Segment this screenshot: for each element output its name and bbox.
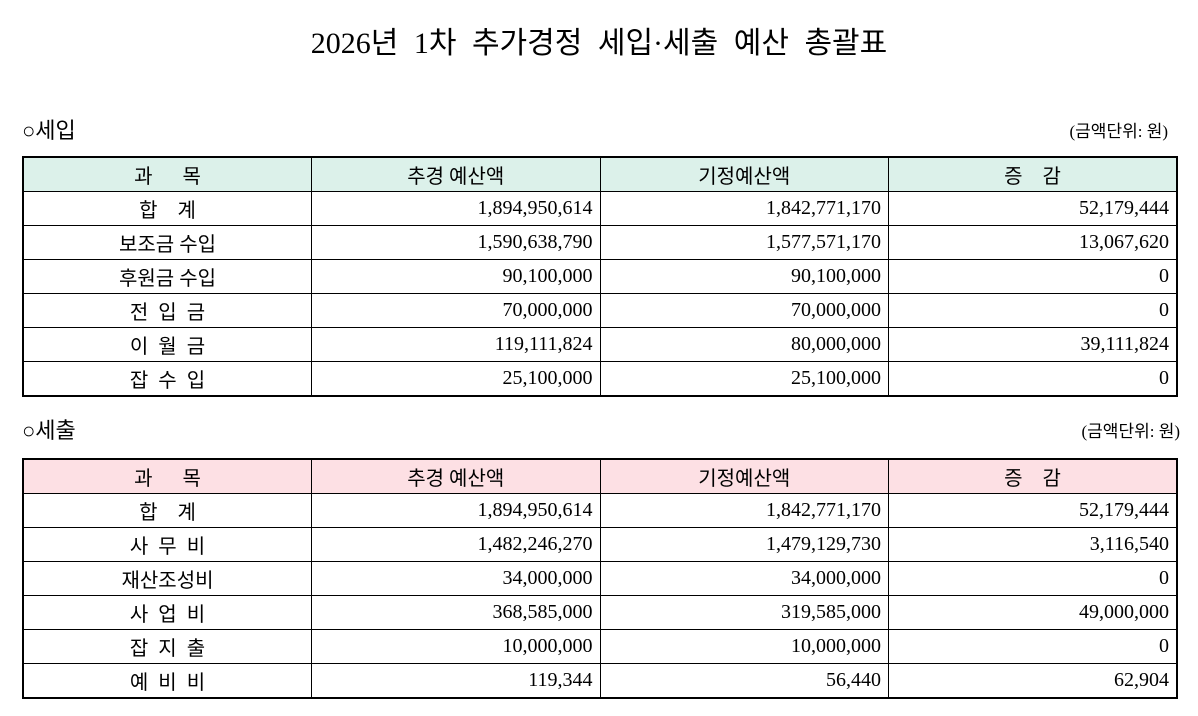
- item-cell: 전 입 금: [22, 293, 312, 328]
- amount-cell: 34,000,000: [599, 561, 889, 596]
- amount-cell: 80,000,000: [599, 327, 889, 362]
- item-cell: 합 계: [22, 191, 312, 226]
- amount-cell: 0: [888, 561, 1178, 596]
- unit-label: (금액단위: 원): [1081, 422, 1181, 441]
- amount-cell: 39,111,824: [888, 327, 1178, 362]
- amount-cell: 0: [888, 259, 1178, 294]
- amount-cell: 25,100,000: [311, 361, 601, 397]
- header-row: 과 목 추경 예산액 기정예산액 증 감: [22, 458, 1178, 494]
- item-cell: 잡 지 출: [22, 629, 312, 664]
- data-row: 이 월 금 119,111,824 80,000,000 39,111,824: [22, 327, 1178, 362]
- amount-cell: 62,904: [888, 663, 1178, 699]
- amount-cell: 1,894,950,614: [311, 493, 601, 528]
- amount-cell: 1,590,638,790: [311, 225, 601, 260]
- header-cell: 증 감: [888, 156, 1178, 192]
- amount-cell: 1,577,571,170: [599, 225, 889, 260]
- amount-cell: 25,100,000: [599, 361, 889, 397]
- item-cell: 합 계: [22, 493, 312, 528]
- data-row: 재산조성비 34,000,000 34,000,000 0: [22, 561, 1178, 596]
- item-cell: 이 월 금: [22, 327, 312, 362]
- data-row: 사 무 비 1,482,246,270 1,479,129,730 3,116,540: [22, 527, 1178, 562]
- data-row: 후원금 수입 90,100,000 90,100,000 0: [22, 259, 1178, 294]
- item-cell: 잡 수 입: [22, 361, 312, 397]
- amount-cell: 1,842,771,170: [599, 191, 889, 226]
- amount-cell: 119,111,824: [311, 327, 601, 362]
- item-cell: 사 무 비: [22, 527, 312, 562]
- amount-cell: 34,000,000: [311, 561, 601, 596]
- amount-cell: 3,116,540: [888, 527, 1178, 562]
- header-cell: 기정예산액: [599, 458, 889, 494]
- item-cell: 보조금 수입: [22, 225, 312, 260]
- amount-cell: 1,894,950,614: [311, 191, 601, 226]
- data-row: 잡 지 출 10,000,000 10,000,000 0: [22, 629, 1178, 664]
- document-title: 2026년 1차 추가경정 세입·세출 예산 총괄표: [310, 27, 888, 60]
- header-cell: 과 목: [22, 458, 312, 494]
- amount-cell: 368,585,000: [311, 595, 601, 630]
- section-heading: ○세입: [22, 118, 76, 143]
- header-row: 과 목 추경 예산액 기정예산액 증 감: [22, 156, 1178, 192]
- data-row: 전 입 금 70,000,000 70,000,000 0: [22, 293, 1178, 328]
- header-cell: 증 감: [888, 458, 1178, 494]
- amount-cell: 319,585,000: [599, 595, 889, 630]
- amount-cell: 1,482,246,270: [311, 527, 601, 562]
- amount-cell: 90,100,000: [311, 259, 601, 294]
- item-cell: 사 업 비: [22, 595, 312, 630]
- amount-cell: 0: [888, 361, 1178, 397]
- header-cell: 과 목: [22, 156, 312, 192]
- data-row: 예 비 비 119,344 56,440 62,904: [22, 663, 1178, 699]
- amount-cell: 10,000,000: [599, 629, 889, 664]
- item-cell: 후원금 수입: [22, 259, 312, 294]
- amount-cell: 10,000,000: [311, 629, 601, 664]
- header-cell: 기정예산액: [599, 156, 889, 192]
- unit-label: (금액단위: 원): [1069, 122, 1169, 141]
- amount-cell: 1,842,771,170: [599, 493, 889, 528]
- amount-cell: 1,479,129,730: [599, 527, 889, 562]
- data-row: 보조금 수입 1,590,638,790 1,577,571,170 13,067,6…: [22, 225, 1178, 260]
- item-cell: 예 비 비: [22, 663, 312, 699]
- data-row: 합 계 1,894,950,614 1,842,771,170 52,179,444: [22, 493, 1178, 528]
- amount-cell: 49,000,000: [888, 595, 1178, 630]
- amount-cell: 70,000,000: [311, 293, 601, 328]
- amount-cell: 0: [888, 293, 1178, 328]
- header-cell: 추경 예산액: [311, 458, 601, 494]
- amount-cell: 90,100,000: [599, 259, 889, 294]
- amount-cell: 0: [888, 629, 1178, 664]
- data-row: 합 계 1,894,950,614 1,842,771,170 52,179,444: [22, 191, 1178, 226]
- amount-cell: 13,067,620: [888, 225, 1178, 260]
- amount-cell: 56,440: [599, 663, 889, 699]
- item-cell: 재산조성비: [22, 561, 312, 596]
- amount-cell: 119,344: [311, 663, 601, 699]
- header-cell: 추경 예산액: [311, 156, 601, 192]
- section-heading: ○세출: [22, 418, 76, 443]
- data-row: 잡 수 입 25,100,000 25,100,000 0: [22, 361, 1178, 397]
- amount-cell: 52,179,444: [888, 493, 1178, 528]
- data-row: 사 업 비 368,585,000 319,585,000 49,000,000: [22, 595, 1178, 630]
- amount-cell: 70,000,000: [599, 293, 889, 328]
- amount-cell: 52,179,444: [888, 191, 1178, 226]
